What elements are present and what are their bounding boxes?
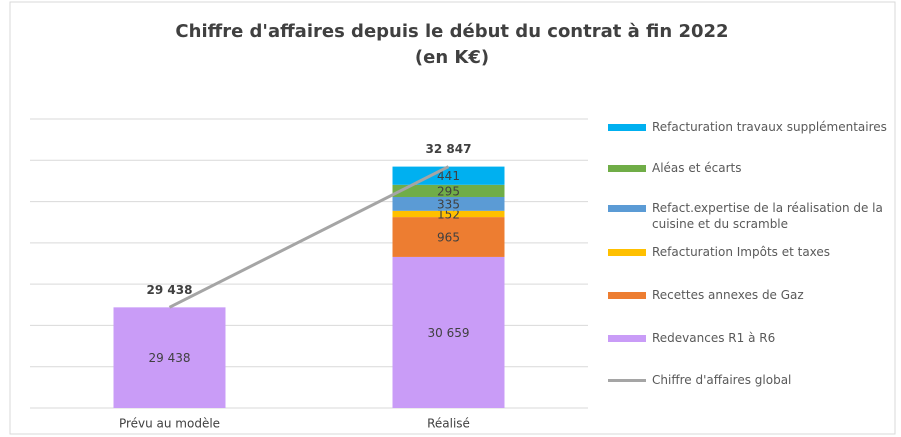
line-label: 29 438	[147, 283, 193, 297]
bar-segment	[392, 210, 505, 218]
line-label: 32 847	[426, 142, 472, 156]
chart-title: Chiffre d'affaires depuis le début du co…	[175, 21, 728, 42]
legend-label: Refact.expertise de la réalisation de la…	[652, 201, 883, 231]
legend-item: Aléas et écarts	[608, 160, 892, 176]
bar-segment	[392, 256, 505, 408]
x-tick-label: Réalisé	[427, 417, 470, 431]
legend-label: Chiffre d'affaires global	[652, 373, 792, 387]
data-label: 30 659	[428, 326, 470, 340]
legend-swatch	[608, 205, 646, 212]
legend-item: Refact.expertise de la réalisation de la…	[608, 200, 892, 232]
legend-label: Redevances R1 à R6	[652, 331, 776, 345]
legend-swatch	[608, 124, 646, 131]
data-label: 295	[437, 184, 460, 198]
chart-subtitle: (en K€)	[415, 47, 489, 68]
legend-swatch	[608, 165, 646, 172]
legend-label: Refacturation Impôts et taxes	[652, 245, 831, 259]
data-label: 29 438	[149, 351, 191, 365]
legend-item: Redevances R1 à R6	[608, 330, 892, 346]
line	[168, 165, 450, 309]
data-label: 965	[437, 231, 460, 245]
legend-swatch	[608, 379, 646, 382]
legend-label: Aléas et écarts	[652, 161, 742, 175]
data-label: 441	[437, 169, 460, 183]
legend-item: Refacturation Impôts et taxes	[608, 244, 892, 260]
x-tick-label: Prévu au modèle	[119, 417, 220, 431]
chart-frame	[9, 1, 896, 435]
legend-label: Refacturation travaux supplémentaires	[652, 120, 887, 134]
data-label: 152	[437, 207, 460, 221]
legend-label: Recettes annexes de Gaz	[652, 288, 804, 302]
bar-segment	[113, 307, 226, 408]
bar-segment	[392, 217, 505, 257]
legend-swatch	[608, 335, 646, 342]
legend-item: Recettes annexes de Gaz	[608, 287, 892, 303]
data-label: 335	[437, 197, 460, 211]
legend-swatch	[608, 249, 646, 256]
bar-segment	[392, 184, 505, 197]
legend-item: Refacturation travaux supplémentaires	[608, 119, 892, 135]
legend-swatch	[608, 292, 646, 299]
bar-segment	[392, 196, 505, 211]
legend-item: Chiffre d'affaires global	[608, 372, 892, 388]
